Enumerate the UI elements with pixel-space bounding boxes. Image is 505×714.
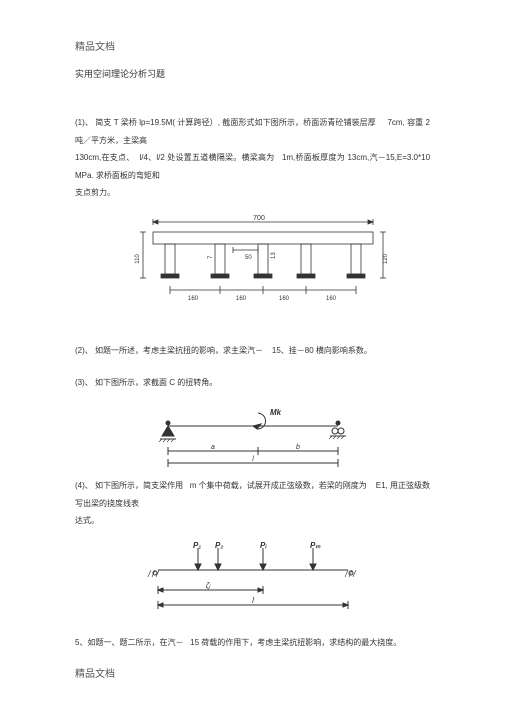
p1-seg3: 130cm,在支点、 xyxy=(75,153,134,162)
problem-4: (4)、 如下图所示，简支梁作用 m 个集中荷载，试展开成正弦级数，若梁的刚度为… xyxy=(75,477,430,530)
page-footer: 精品文档 xyxy=(75,665,115,680)
p5-seg1: 5、如题一、题二所示，在汽－ xyxy=(75,638,183,647)
p1-seg1: (1)、 简支 T 梁桥 lp=19.5M( 计算跨径）, 截面形式如下图所示，… xyxy=(75,118,376,127)
document-title: 实用空间理论分析习题 xyxy=(75,67,430,80)
fig1-sp2: 160 xyxy=(235,296,246,302)
figure-2-wrap: Mk a b l xyxy=(75,401,430,471)
p5-seg2: 15 荷载的作用下，考虑主梁抗扭影响，求结构的最大挠度。 xyxy=(190,638,401,647)
fig1-top-label: 700 xyxy=(253,215,265,222)
figure-2-svg: Mk a b l xyxy=(138,401,368,471)
fig1-mid-gap: 50 xyxy=(245,255,252,261)
fig1-ht-right: 120 xyxy=(383,253,389,264)
fig1-mid-ht: 7 xyxy=(208,255,214,259)
problem-1: (1)、 简支 T 梁桥 lp=19.5M( 计算跨径）, 截面形式如下图所示，… xyxy=(75,114,430,202)
problem-5: 5、如题一、题二所示，在汽－ 15 荷载的作用下，考虑主梁抗扭影响，求结构的最大… xyxy=(75,634,430,652)
page-header: 精品文档 xyxy=(75,38,430,53)
fig1-stem-ht: 13 xyxy=(271,252,277,259)
problem-3: (3)、 如下图所示，求截面 C 的扭转角。 xyxy=(75,374,430,392)
fig3-zeta: ζᵢ xyxy=(205,581,211,590)
fig1-sp4: 160 xyxy=(325,296,336,302)
document-page: 精品文档 实用空间理论分析习题 (1)、 简支 T 梁桥 lp=19.5M( 计… xyxy=(0,0,505,714)
p4-seg1: (4)、 如下图所示，简支梁作用 xyxy=(75,481,183,490)
p4-seg4: 达式。 xyxy=(75,516,99,525)
figure-3-wrap: P₁ P₂ Pᵢ Pₘ ζᵢ xyxy=(75,540,430,620)
figure-3-svg: P₁ P₂ Pᵢ Pₘ ζᵢ xyxy=(133,540,373,620)
fig3-l: l xyxy=(252,596,254,605)
p2-seg1: (2)、 如题一所述，考虑主梁抗扭的影响，求主梁汽－ xyxy=(75,346,263,355)
fig3-pm: Pₘ xyxy=(310,541,321,550)
p3-seg1: (3)、 如下图所示，求截面 C 的扭转角。 xyxy=(75,378,217,387)
figure-1-svg: 700 xyxy=(113,212,393,312)
fig2-a: a xyxy=(211,444,215,451)
fig2-mk: Mk xyxy=(270,408,282,417)
p1-seg4: l/4、l/2 处设置五道横隔梁。横梁高为 xyxy=(139,153,274,162)
fig3-p1: P₁ xyxy=(193,541,201,550)
fig2-b: b xyxy=(296,444,300,451)
p4-seg2: m 个集中荷载，试展开成正弦级数，若梁的刚度为 xyxy=(190,481,367,490)
fig1-ht-left: 110 xyxy=(135,254,141,264)
fig2-l: l xyxy=(252,456,254,463)
fig3-p2: P₂ xyxy=(215,541,223,550)
problem-2: (2)、 如题一所述，考虑主梁抗扭的影响，求主梁汽－ 15、挂－80 横向影响系… xyxy=(75,342,430,360)
p2-seg2: 15、挂－80 横向影响系数。 xyxy=(272,346,372,355)
fig3-pi: Pᵢ xyxy=(260,541,267,550)
fig1-sp3: 160 xyxy=(278,296,289,302)
figure-1-wrap: 700 xyxy=(75,212,430,312)
fig1-sp1: 160 xyxy=(187,296,198,302)
p1-seg6: 支点剪力。 xyxy=(75,188,115,197)
